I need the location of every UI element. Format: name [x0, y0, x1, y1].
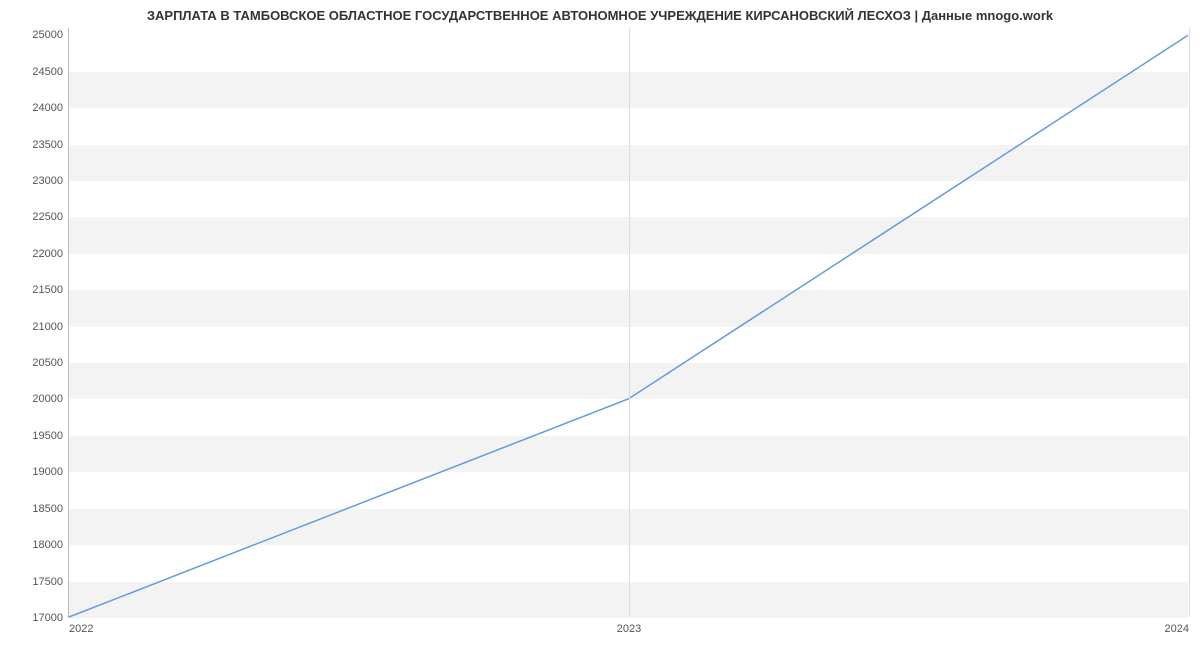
y-tick-label: 18500 [32, 503, 63, 515]
y-tick-label: 25000 [32, 29, 63, 41]
y-tick-label: 20000 [32, 393, 63, 405]
y-tick-label: 24000 [32, 102, 63, 114]
y-tick-label: 22000 [32, 248, 63, 260]
y-tick-label: 17500 [32, 576, 63, 588]
x-tick-label: 2024 [1165, 623, 1189, 635]
y-tick-label: 23500 [32, 139, 63, 151]
y-tick-label: 23000 [32, 175, 63, 187]
y-tick-label: 20500 [32, 357, 63, 369]
grid-line-v [1189, 28, 1190, 617]
chart-title: ЗАРПЛАТА В ТАМБОВСКОЕ ОБЛАСТНОЕ ГОСУДАРС… [0, 8, 1200, 23]
x-tick-label: 2023 [617, 623, 641, 635]
grid-line-v [629, 28, 630, 617]
y-tick-label: 21500 [32, 284, 63, 296]
y-tick-label: 19500 [32, 430, 63, 442]
y-tick-label: 21000 [32, 321, 63, 333]
y-tick-label: 18000 [32, 539, 63, 551]
y-tick-label: 22500 [32, 211, 63, 223]
plot-area: 1700017500180001850019000195002000020500… [68, 28, 1188, 618]
x-tick-label: 2022 [69, 623, 93, 635]
y-tick-label: 19000 [32, 466, 63, 478]
y-tick-label: 24500 [32, 66, 63, 78]
chart-container: 1700017500180001850019000195002000020500… [68, 28, 1188, 618]
y-tick-label: 17000 [32, 612, 63, 624]
